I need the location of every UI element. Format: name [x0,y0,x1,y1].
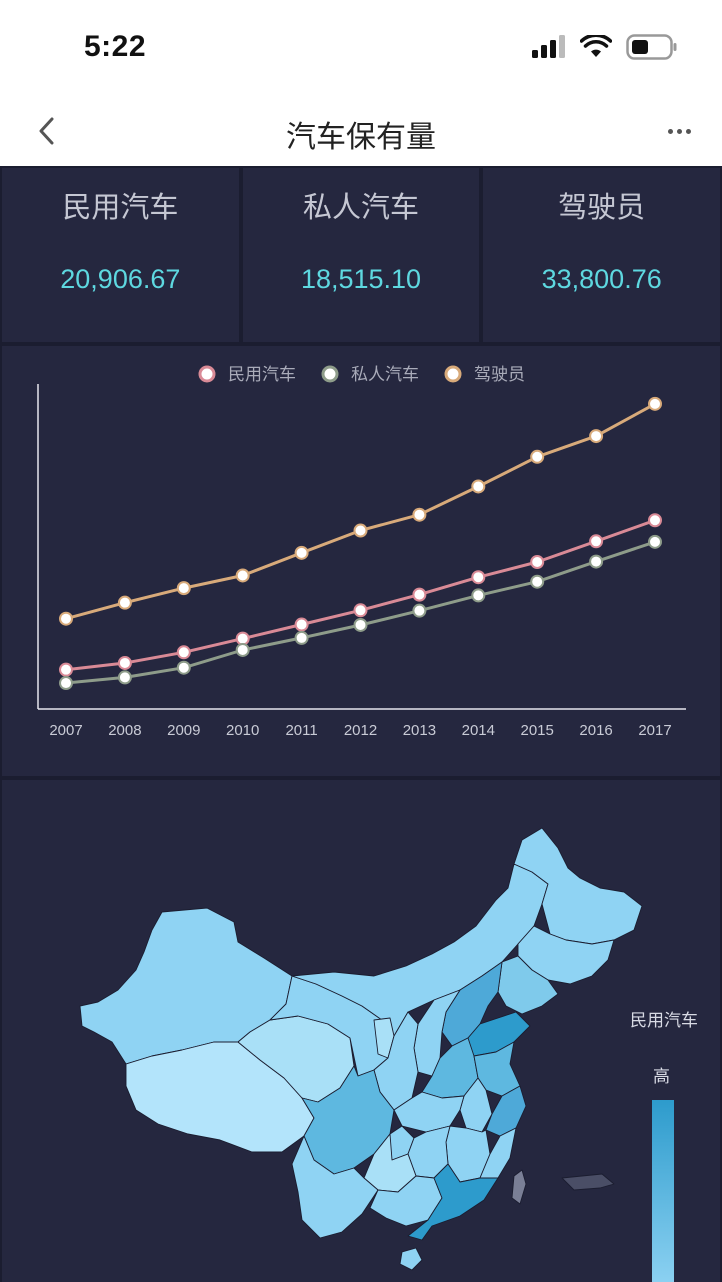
data-point [471,570,486,585]
legend-marker [321,365,339,383]
series-line [65,402,656,621]
data-point [117,655,132,670]
data-point [353,603,368,618]
x-tick-label: 2012 [344,722,377,739]
cellular-signal-icon [532,35,565,58]
x-tick-label: 2009 [167,722,200,739]
data-point [117,595,132,610]
data-point [589,534,604,549]
map-region-south-sea-islands [561,1173,615,1191]
data-point [530,449,545,464]
x-tick-label: 2007 [49,722,82,739]
legend-label: 驾驶员 [474,365,525,385]
data-point [59,611,73,626]
map-region-liaoning [497,955,559,1015]
map-region-guangdong [407,1163,499,1241]
data-point [412,507,427,522]
stat-card-private-cars: 私人汽车 18,515.10 [242,168,480,342]
legend-label: 民用汽车 [228,365,296,385]
data-point [235,642,250,657]
stat-card-drivers: 驾驶员 33,800.76 [483,168,721,342]
data-point [235,631,250,646]
data-point [471,479,486,494]
map-region-zhejiang [485,1085,527,1137]
map-region-taiwan [511,1169,527,1205]
x-tick-label: 2014 [462,722,495,739]
legend-marker [444,365,462,383]
x-tick-label: 2011 [285,722,317,739]
map-legend-title: 民用汽车 [630,1011,698,1031]
stat-label: 私人汽车 [303,190,420,224]
data-point [589,554,604,569]
map-panel: 民用汽车 高 [2,780,720,1282]
battery-icon [626,34,677,60]
more-button[interactable] [662,116,696,146]
data-point [294,545,309,560]
x-tick-labels: 2007 2008 2009 2010 2011 2012 2013 2014 2015 2016… [49,722,671,739]
data-point [117,670,132,685]
status-time: 5:22 [84,30,147,63]
stat-value: 33,800.76 [541,264,662,294]
legend-label: 私人汽车 [351,365,419,385]
dashboard: 民用汽车 20,906.67 私人汽车 18,515.10 驾驶员 33,800… [0,166,722,1282]
x-tick-label: 2016 [579,722,612,739]
x-tick-label: 2015 [521,722,554,739]
data-point [471,588,486,603]
line-chart-panel: 民用汽车 私人汽车 驾驶员 2007 2008 2009 2010 2011 2012 2013… [2,346,720,776]
data-point [648,534,662,549]
data-point [530,554,545,569]
x-tick-label: 2008 [108,722,141,739]
map-region-yunnan [291,1135,379,1239]
data-point [353,617,368,632]
x-tick-label: 2013 [403,722,436,739]
legend-marker [198,365,216,383]
data-point [59,662,73,677]
map-region-anhui [459,1077,493,1133]
map-legend-gradient-bar [652,1100,674,1282]
data-point [648,513,662,528]
stat-label: 驾驶员 [558,190,646,224]
wifi-icon [580,35,612,57]
data-point [648,396,662,411]
chevron-left-icon [39,117,54,145]
data-point [59,676,73,691]
data-point [176,645,191,660]
x-tick-label: 2010 [226,722,259,739]
map-region-hubei [393,1091,465,1133]
stat-value: 18,515.10 [300,264,422,294]
map-legend-high-label: 高 [653,1067,670,1087]
data-point [412,603,427,618]
data-point [176,660,191,675]
data-point [353,523,368,538]
stat-card-civil-cars: 民用汽车 20,906.67 [2,168,239,342]
more-dot-icon [685,128,691,134]
page-title: 汽车保有量 [286,120,436,155]
stat-label: 民用汽车 [62,190,179,224]
nav-bar: 汽车保有量 [0,96,722,166]
more-dot-icon [676,128,682,134]
status-icons [530,34,678,60]
stat-value: 20,906.67 [60,264,181,294]
data-point [530,574,545,589]
data-point [412,587,427,602]
data-point [176,581,191,596]
map-region-heilongjiang [513,827,643,945]
map-region-hainan [399,1247,423,1271]
data-point [294,630,309,645]
data-point [589,429,604,444]
line-chart: 民用汽车 私人汽车 驾驶员 2007 2008 2009 2010 2011 2012 2013… [37,365,686,739]
more-dot-icon [667,128,673,134]
data-point [294,617,309,632]
x-tick-label: 2017 [638,722,671,739]
back-button[interactable] [30,114,64,148]
chart-series [59,396,662,691]
status-bar: 5:22 [0,0,722,96]
stat-row: 民用汽车 20,906.67 私人汽车 18,515.10 驾驶员 33,800… [2,168,721,342]
data-point [235,568,250,583]
chart-legend: 民用汽车 私人汽车 驾驶员 [198,365,525,385]
china-map [79,827,643,1271]
